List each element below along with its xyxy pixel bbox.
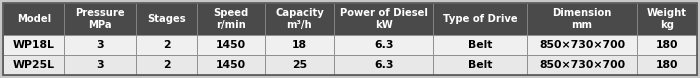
Bar: [197, 3, 265, 35]
Bar: [433, 3, 528, 35]
Text: 3: 3: [97, 60, 104, 70]
Text: Speed
r/min: Speed r/min: [214, 8, 248, 30]
Text: 1450: 1450: [216, 60, 246, 70]
Bar: [64, 35, 136, 55]
Bar: [3, 35, 64, 55]
Bar: [636, 35, 697, 55]
Bar: [636, 55, 697, 75]
Text: Power of Diesel
kW: Power of Diesel kW: [340, 8, 428, 30]
Bar: [3, 55, 64, 75]
Bar: [64, 55, 136, 75]
Text: 6.3: 6.3: [374, 60, 393, 70]
Bar: [528, 35, 636, 55]
Bar: [334, 55, 433, 75]
Bar: [433, 55, 528, 75]
Bar: [197, 35, 265, 55]
Bar: [136, 3, 197, 35]
Text: WP18L: WP18L: [13, 40, 55, 50]
Text: 180: 180: [655, 40, 678, 50]
Text: 180: 180: [655, 60, 678, 70]
Text: 3: 3: [97, 40, 104, 50]
Bar: [136, 35, 197, 55]
Text: Pressure
MPa: Pressure MPa: [76, 8, 125, 30]
Bar: [265, 3, 334, 35]
Bar: [334, 35, 433, 55]
Text: 2: 2: [163, 60, 170, 70]
Bar: [528, 3, 636, 35]
Text: Model: Model: [17, 14, 51, 24]
Text: 2: 2: [163, 40, 170, 50]
Text: 18: 18: [292, 40, 307, 50]
Bar: [3, 3, 64, 35]
Text: 850×730×700: 850×730×700: [539, 40, 625, 50]
Text: Belt: Belt: [468, 60, 493, 70]
Bar: [265, 55, 334, 75]
Text: 25: 25: [292, 60, 307, 70]
Bar: [334, 3, 433, 35]
Bar: [528, 55, 636, 75]
Text: Capacity
m³/h: Capacity m³/h: [275, 8, 324, 30]
Text: 1450: 1450: [216, 40, 246, 50]
Text: Stages: Stages: [147, 14, 186, 24]
Bar: [197, 55, 265, 75]
Text: 6.3: 6.3: [374, 40, 393, 50]
Bar: [64, 3, 136, 35]
Bar: [433, 35, 528, 55]
Text: 850×730×700: 850×730×700: [539, 60, 625, 70]
Bar: [136, 55, 197, 75]
Text: Belt: Belt: [468, 40, 493, 50]
Text: Weight
kg: Weight kg: [647, 8, 687, 30]
Bar: [265, 35, 334, 55]
Text: Dimension
mm: Dimension mm: [552, 8, 612, 30]
Text: WP25L: WP25L: [13, 60, 55, 70]
Bar: [636, 3, 697, 35]
Text: Type of Drive: Type of Drive: [443, 14, 518, 24]
